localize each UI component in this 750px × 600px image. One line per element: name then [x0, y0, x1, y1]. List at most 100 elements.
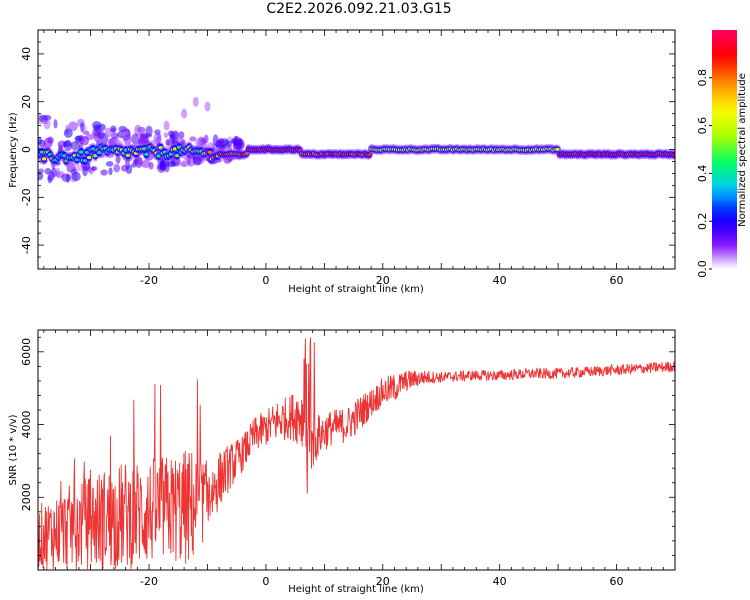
x-tick-label: 40: [493, 274, 507, 287]
heatmap-cell: [108, 167, 113, 176]
snr-series-line: [38, 337, 675, 570]
heatmap-cell: [68, 121, 78, 132]
heatmap-cell: [123, 134, 132, 146]
heatmap-cell: [131, 133, 140, 145]
x-tick-label: 60: [610, 575, 624, 588]
y-tick-label: 0: [20, 146, 33, 153]
colorbar-tick-label: 0.6: [696, 117, 709, 135]
heatmap-cell: [141, 159, 151, 169]
colorbar: 0.0 0.2 0.4 0.6 0.8 Normalized spectral ampl…: [696, 30, 748, 278]
snr-frame: [37, 329, 676, 571]
heatmap-cell: [86, 155, 92, 160]
heatmap-cell: [38, 171, 44, 181]
heatmap-cell: [163, 132, 168, 139]
heatmap-cell: [130, 163, 137, 168]
heatmap-cell: [159, 160, 166, 171]
y-tick-label: 6000: [20, 338, 33, 366]
heatmap-cell: [178, 131, 185, 139]
heatmap-cell: [105, 161, 114, 167]
heatmap-cell: [155, 136, 162, 142]
heatmap-cell: [80, 136, 90, 146]
y-tick-label: 20: [20, 95, 33, 109]
snr-y-axis-label: SNR (10 * v/v): [8, 414, 19, 485]
heatmap-cell: [163, 120, 170, 131]
heatmap-cell: [219, 144, 227, 151]
x-tick-label: -20: [140, 274, 158, 287]
heatmap-cell: [203, 134, 209, 144]
x-tick-label: -20: [140, 575, 158, 588]
colorbar-tick-label: 0.8: [696, 69, 709, 87]
x-tick-label: 40: [493, 575, 507, 588]
heatmap-cell: [66, 162, 76, 173]
heatmap-cell: [47, 174, 53, 184]
snr-panel: -20 0 20 40 60 2000 4000 6000 Height of straigh…: [8, 329, 676, 595]
spectrogram-panel: -20 0 20 40 60 -40 -20 0 20 40 Height of straight…: [8, 29, 676, 295]
figure-title: C2E2.2026.092.21.03.G15: [266, 1, 452, 17]
colorbar-tick-label: 0.0: [696, 260, 709, 278]
heatmap-cell: [42, 120, 48, 125]
heatmap-cell: [104, 127, 112, 138]
y-tick-label: -20: [20, 188, 33, 206]
heatmap-cell: [223, 140, 228, 147]
heatmap-cell: [53, 119, 58, 129]
heatmap-cell: [165, 138, 171, 146]
colorbar-gradient: [712, 30, 737, 269]
spectrogram-y-axis-label: Frequency (Hz): [8, 112, 19, 188]
heatmap-cell: [181, 108, 188, 119]
spectrogram-x-axis-label: Height of straight line (km): [288, 284, 424, 295]
heatmap-cell: [212, 134, 219, 146]
x-tick-label: 60: [610, 274, 624, 287]
heatmap-cell: [230, 138, 238, 144]
heatmap-cell: [124, 158, 130, 170]
heatmap-cell: [192, 96, 199, 107]
y-tick-label: -40: [20, 236, 33, 254]
heatmap-cell: [76, 164, 83, 172]
heatmap-cell: [226, 140, 233, 147]
snr-plot-area: [38, 337, 675, 570]
heatmap-cell: [62, 140, 72, 148]
heatmap-cell: [71, 171, 81, 182]
heatmap-cell: [93, 131, 101, 143]
heatmap-cell: [78, 150, 84, 154]
heatmap-cell: [92, 124, 101, 132]
heatmap-cell: [180, 161, 188, 168]
x-tick-label: 20: [376, 274, 390, 287]
heatmap-cell: [100, 169, 108, 176]
colorbar-label: Normalized spectral amplitude: [737, 73, 748, 227]
heatmap-cell: [204, 101, 211, 112]
y-tick-label: 2000: [20, 483, 33, 511]
x-tick-label: 0: [262, 274, 269, 287]
heatmap-cell: [63, 128, 73, 138]
colorbar-tick-label: 0.2: [696, 212, 709, 230]
heatmap-cell: [80, 122, 85, 133]
x-tick-label: 0: [262, 575, 269, 588]
heatmap-cell: [38, 168, 45, 174]
heatmap-cell: [113, 163, 121, 173]
heatmap-cell: [110, 132, 119, 140]
snr-ticks: -20 0 20 40 60 2000 4000 6000: [20, 330, 676, 588]
heatmap-cell: [145, 125, 153, 137]
heatmap-cell: [367, 153, 372, 157]
y-tick-label: 4000: [20, 411, 33, 439]
heatmap-cell: [154, 129, 161, 135]
heatmap-cell: [41, 157, 47, 161]
spectrogram-heatmap: [38, 96, 675, 184]
colorbar-tick-label: 0.4: [696, 165, 709, 183]
heatmap-cell: [70, 141, 80, 151]
heatmap-cell: [169, 134, 175, 143]
heatmap-cell: [118, 125, 127, 133]
heatmap-cell: [134, 124, 142, 136]
heatmap-cell: [218, 139, 224, 145]
spectrogram-ticks: -20 0 20 40 60 -40 -20 0 20 40: [20, 29, 676, 287]
heatmap-cell: [189, 136, 197, 142]
heatmap-cell: [192, 155, 198, 165]
heatmap-cell: [110, 127, 116, 132]
heatmap-cell: [61, 173, 71, 182]
snr-x-axis-label: Height of straight line (km): [288, 584, 424, 595]
heatmap-cell: [43, 137, 53, 149]
y-tick-label: 40: [20, 47, 33, 61]
heatmap-cell: [671, 153, 675, 157]
heatmap-cell: [207, 150, 213, 154]
colorbar-ticks: 0.0 0.2 0.4 0.6 0.8: [696, 69, 712, 278]
